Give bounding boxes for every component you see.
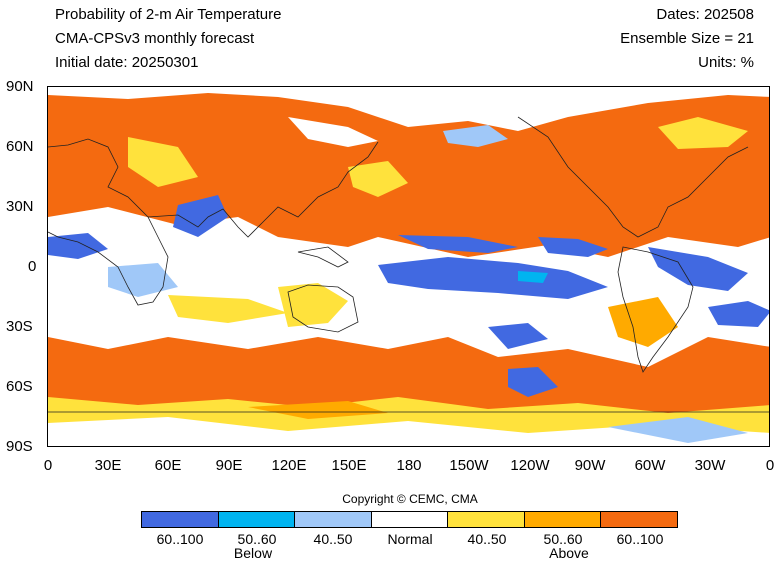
coast-australia	[287, 284, 359, 333]
field-above-weak-australia	[278, 283, 348, 327]
lon-tick-150e: 150E	[331, 457, 367, 474]
field-normal-tropics	[48, 207, 769, 367]
legend-label-above-mid: 50..60	[543, 531, 583, 547]
lon-tick-150w: 150W	[449, 457, 489, 474]
legend-bar	[141, 511, 678, 528]
lat-tick-60s: 60S	[6, 378, 33, 395]
legend-label-below-low: 40..50	[313, 531, 353, 547]
lon-tick-30e: 30E	[94, 457, 122, 474]
field-below-strong-arabia	[173, 195, 228, 237]
field-below-strong-north-pacific	[398, 235, 518, 253]
field-above-mid-south-america	[608, 297, 678, 347]
field-above-weak-europe	[128, 137, 198, 187]
coast-north-america	[517, 116, 749, 238]
coast-indonesia	[297, 246, 349, 268]
field-below-strong-south-atlantic	[708, 301, 769, 327]
lat-tick-60n: 60N	[6, 138, 34, 155]
field-below-strong-pacific	[378, 257, 608, 299]
field-above-weak-east-asia	[348, 161, 408, 197]
lon-tick-120e: 120E	[271, 457, 307, 474]
field-normal-arctic	[48, 87, 769, 131]
legend-label-normal: Normal	[387, 531, 433, 547]
lon-tick-180: 180	[396, 457, 422, 474]
copyright-text: Copyright © CEMC, CMA	[342, 492, 478, 506]
legend-label-below-mid: 50..60	[237, 531, 277, 547]
field-below-strong-atlantic-w	[648, 247, 748, 291]
legend-group-below: Below	[233, 545, 273, 561]
map-title: Probability of 2-m Air Temperature	[55, 6, 282, 23]
legend-swatch-2	[295, 512, 372, 527]
lon-tick-60e: 60E	[154, 457, 182, 474]
ensemble-size: Ensemble Size = 21	[620, 30, 754, 47]
lat-tick-30n: 30N	[6, 198, 34, 215]
lat-tick-90n: 90N	[6, 78, 34, 95]
field-below-weak-arctic	[443, 125, 508, 147]
legend-label-above-low: 40..50	[467, 531, 507, 547]
lon-tick-90e: 90E	[215, 457, 243, 474]
legend-label-below-high: 60..100	[156, 531, 204, 547]
legend-swatch-3	[371, 512, 449, 527]
forecast-map	[47, 86, 770, 447]
forecast-dates: Dates: 202508	[656, 6, 754, 23]
lat-tick-30s: 30S	[6, 318, 33, 335]
field-below-strong-south-pacific	[508, 367, 558, 397]
coastlines	[48, 116, 769, 413]
lat-tick-0: 0	[28, 258, 37, 275]
coast-south-america	[617, 246, 694, 373]
lon-tick-0-west: 0	[43, 457, 53, 474]
field-normal-siberia	[288, 117, 378, 147]
lon-tick-120w: 120W	[510, 457, 550, 474]
legend-label-above-high: 60..100	[616, 531, 664, 547]
probability-field	[48, 87, 769, 446]
legend-swatch-0	[142, 512, 219, 527]
lon-tick-30w: 30W	[694, 457, 726, 474]
legend-swatch-4	[448, 512, 525, 527]
legend-swatch-6	[601, 512, 678, 527]
coast-europe-africa	[48, 138, 169, 306]
field-below-strong-atlantic-e	[48, 233, 108, 259]
field-normal-antarctic	[48, 417, 769, 446]
lon-tick-0-east: 0	[765, 457, 775, 474]
field-below-weak-indian	[108, 263, 178, 297]
legend-swatch-1	[218, 512, 296, 527]
field-above-weak-canada	[658, 117, 748, 149]
field-below-weak-antarctic	[608, 417, 748, 443]
legend-swatch-5	[524, 512, 602, 527]
legend-group-above: Above	[549, 545, 589, 561]
lon-tick-90w: 90W	[574, 457, 606, 474]
coast-asia-south	[147, 141, 379, 238]
field-below-strong-mexico-w	[538, 237, 608, 257]
field-below-mid-pacific	[518, 271, 548, 283]
initial-date: Initial date: 20250301	[55, 54, 199, 71]
field-below-strong-se-pacific	[488, 323, 548, 349]
units-label: Units: %	[698, 54, 754, 71]
lon-tick-60w: 60W	[634, 457, 666, 474]
model-name: CMA-CPSv3 monthly forecast	[55, 30, 255, 47]
lat-tick-90s: 90S	[6, 438, 33, 455]
field-above-weak-indian-s	[168, 295, 288, 323]
field-above-mid-antarctic	[248, 401, 388, 419]
